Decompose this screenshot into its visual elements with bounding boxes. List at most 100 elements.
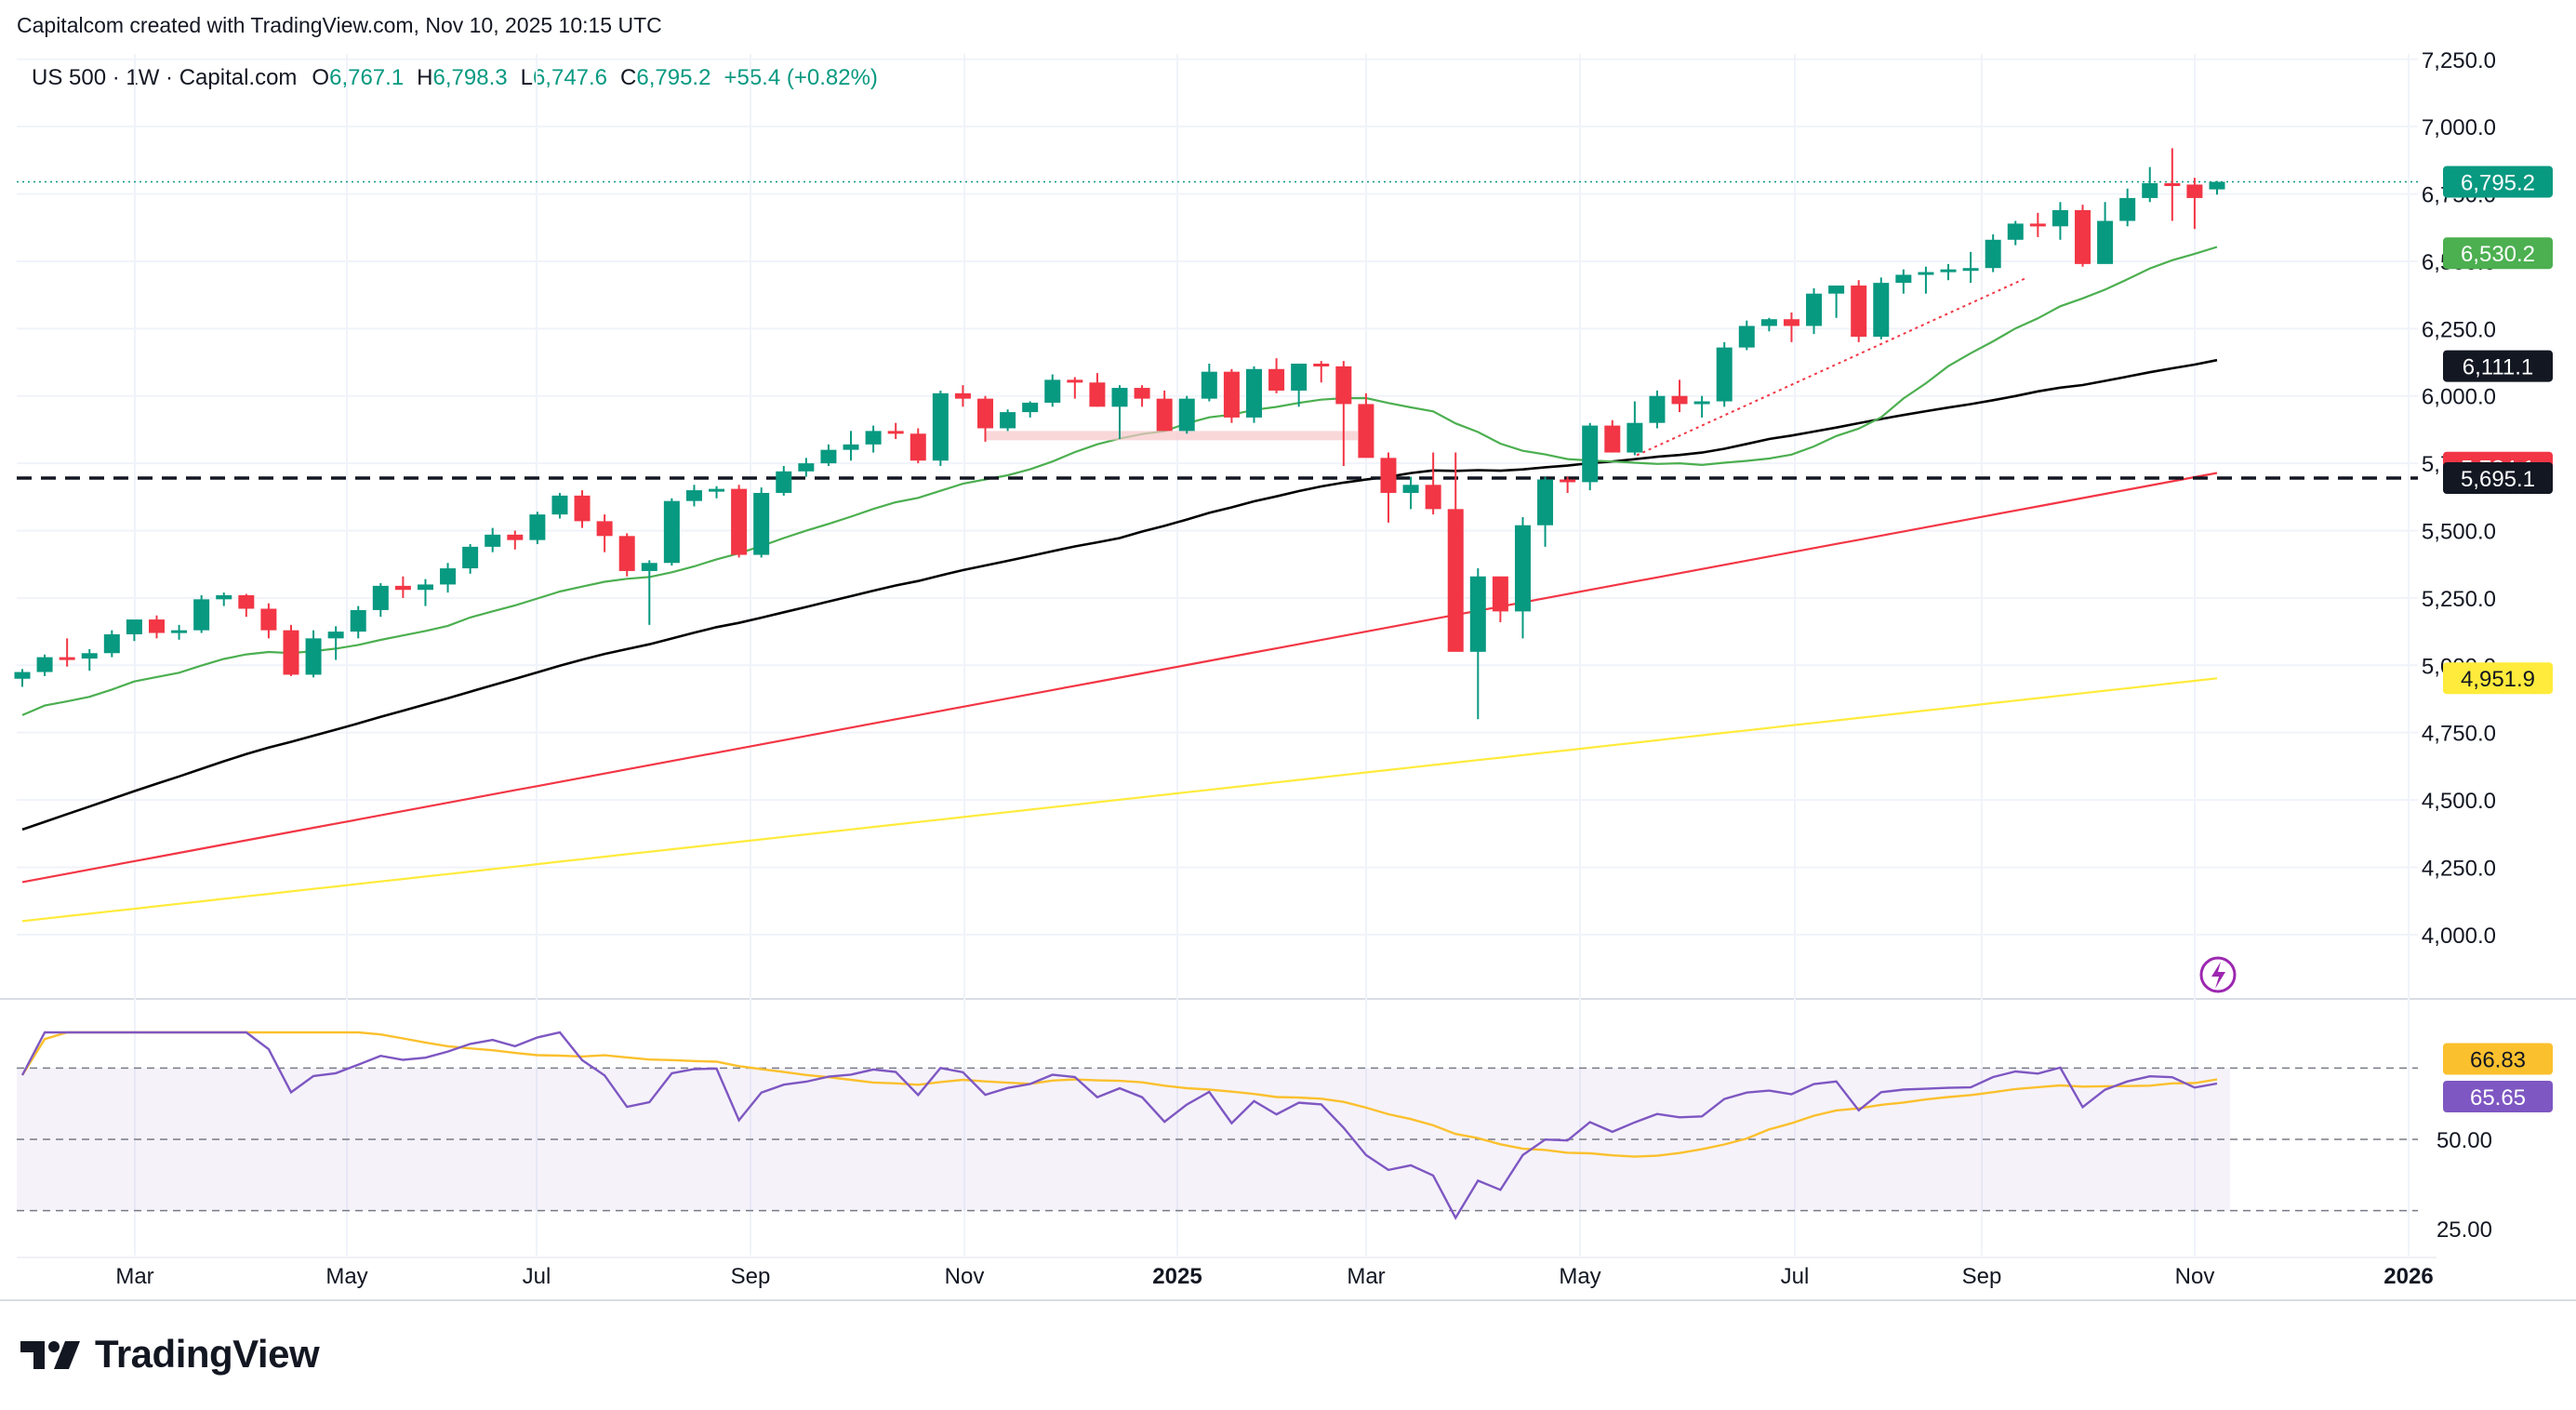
candle-down — [731, 488, 748, 555]
candle-up — [1402, 485, 1419, 493]
ohlc-legend: US 500 · 1W · Capital.com O 6,767.1 H 6,… — [32, 65, 891, 91]
symbol-label[interactable]: US 500 · 1W · Capital.com — [32, 65, 298, 90]
low-label: L — [520, 65, 533, 90]
candle-down — [1335, 366, 1352, 405]
candle-up — [709, 488, 725, 492]
candle-down — [1783, 319, 1799, 326]
tradingview-brand: TradingView — [95, 1332, 320, 1376]
candle-down — [1671, 395, 1688, 405]
candle-down — [1447, 509, 1464, 652]
candle-down — [1089, 382, 1106, 407]
rsi-tag-bg — [2443, 1081, 2553, 1113]
candle-up — [485, 534, 501, 547]
candle-up — [2142, 182, 2158, 198]
candle-up — [1111, 388, 1128, 407]
candle-up — [1985, 239, 2001, 269]
candle-up — [641, 563, 657, 571]
x-tick-label: Jul — [523, 1264, 551, 1289]
tradingview-logo[interactable]: TradingView — [20, 1332, 320, 1377]
support-tag: 5,695.1 — [2461, 467, 2535, 492]
sma200-tag-bg — [2443, 662, 2553, 695]
candle-up — [1044, 379, 1061, 403]
chart-credit: Capitalcom created with TradingView.com,… — [17, 13, 662, 37]
candle-down — [2164, 182, 2181, 186]
candle-up — [1201, 371, 1217, 399]
candle-up — [171, 630, 188, 633]
candle-up — [14, 672, 31, 679]
candle-down — [507, 534, 524, 540]
rsi-ma-tag-bg — [2443, 1043, 2553, 1075]
sma20-tag: 6,530.2 — [2461, 242, 2535, 267]
candle-up — [1514, 525, 1531, 612]
candle-up — [1693, 401, 1710, 405]
candle-up — [1806, 293, 1823, 326]
sma50-line — [21, 358, 2218, 831]
high-label: H — [417, 65, 433, 90]
candle-up — [1760, 319, 1777, 326]
last-price-tag: 6,795.2 — [2461, 170, 2535, 195]
candle-up — [865, 431, 882, 445]
x-tick-label: May — [1559, 1264, 1600, 1289]
candle-up — [103, 633, 120, 654]
candle-down — [887, 431, 904, 434]
candle-down — [394, 585, 411, 591]
candle-up — [36, 657, 53, 672]
candle-up — [2209, 181, 2225, 190]
rsi-tick-label: 50.00 — [2437, 1128, 2492, 1153]
candle-up — [216, 595, 232, 600]
candle-up — [1022, 402, 1039, 413]
sma200-tag: 4,951.9 — [2461, 667, 2535, 692]
candle-down — [283, 630, 299, 675]
candle-up — [1537, 479, 1554, 525]
lightning-icon[interactable] — [2199, 956, 2237, 993]
candle-up — [843, 444, 859, 450]
low-value: 6,747.6 — [532, 65, 608, 90]
candle-up — [2119, 197, 2136, 221]
candle-down — [954, 392, 971, 399]
candle-up — [2052, 209, 2068, 227]
candle-down — [1067, 379, 1083, 383]
candle-down — [596, 521, 613, 537]
candle-up — [1716, 347, 1733, 402]
candle-down — [1223, 371, 1240, 418]
sma100-line — [21, 472, 2218, 884]
candle-up — [1627, 422, 1643, 453]
candle-down — [1604, 425, 1621, 453]
y-tick-label: 4,500.0 — [2422, 789, 2496, 814]
candle-up — [820, 449, 837, 464]
candle-up — [440, 568, 457, 585]
candle-up — [1291, 363, 1308, 391]
x-tick-label: 2026 — [2383, 1264, 2433, 1289]
candle-down — [910, 433, 926, 461]
rsi-tick-label: 25.00 — [2437, 1217, 2492, 1243]
candle-up — [417, 584, 433, 591]
candle-up — [1873, 283, 1890, 338]
candle-up — [193, 599, 210, 631]
x-tick-label: Nov — [2175, 1264, 2215, 1289]
last-price-tag-bg — [2443, 166, 2553, 198]
x-tick-label: Mar — [1347, 1264, 1385, 1289]
candle-up — [1962, 268, 1979, 272]
x-tick-label: Mar — [115, 1264, 153, 1289]
candle-up — [350, 609, 366, 632]
candle-up — [1940, 269, 1957, 273]
candle-up — [1582, 425, 1599, 483]
y-tick-label: 4,000.0 — [2422, 924, 2496, 949]
candle-down — [238, 595, 255, 609]
moving-averages — [21, 246, 2218, 923]
candle-up — [2007, 223, 2024, 240]
close-value: 6,795.2 — [636, 65, 711, 90]
x-tick-label: Jul — [1781, 1264, 1810, 1289]
time-axis: Mar May Jul Sep Nov 2025 Mar May Jul Sep Nov 2026 — [115, 1264, 2433, 1289]
candle-up — [663, 500, 680, 564]
candle-down — [1851, 286, 1867, 338]
y-tick-label: 6,000.0 — [2422, 385, 2496, 410]
candle-up — [1469, 576, 1486, 652]
candle-up — [1828, 286, 1845, 294]
candle-down — [977, 398, 994, 429]
candle-down — [1313, 363, 1330, 366]
resistance-zone — [986, 431, 1358, 441]
candle-up — [1178, 398, 1195, 432]
y-tick-label: 7,250.0 — [2422, 48, 2496, 73]
